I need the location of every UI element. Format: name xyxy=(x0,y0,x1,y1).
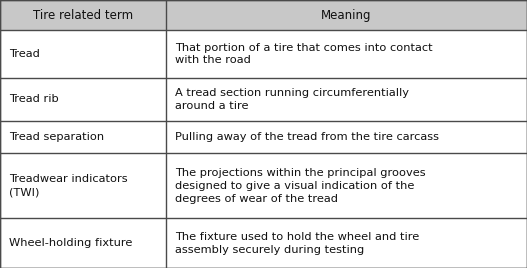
Text: Wheel-holding fixture: Wheel-holding fixture xyxy=(9,238,133,248)
Bar xyxy=(0,218,166,268)
Bar xyxy=(0,0,166,30)
Bar xyxy=(0,78,166,121)
Bar xyxy=(166,0,527,30)
Bar xyxy=(166,218,527,268)
Text: Treadwear indicators
(TWI): Treadwear indicators (TWI) xyxy=(9,174,128,197)
Text: A tread section running circumferentially
around a tire: A tread section running circumferentiall… xyxy=(175,88,409,111)
Text: Tread separation: Tread separation xyxy=(9,132,105,142)
Bar xyxy=(166,121,527,154)
Bar xyxy=(166,30,527,78)
Text: Pulling away of the tread from the tire carcass: Pulling away of the tread from the tire … xyxy=(175,132,440,142)
Bar xyxy=(166,78,527,121)
Bar xyxy=(0,30,166,78)
Text: Tread: Tread xyxy=(9,49,41,59)
Bar xyxy=(0,154,166,218)
Text: Meaning: Meaning xyxy=(321,9,372,22)
Text: That portion of a tire that comes into contact
with the road: That portion of a tire that comes into c… xyxy=(175,43,433,65)
Text: Tire related term: Tire related term xyxy=(33,9,133,22)
Text: The fixture used to hold the wheel and tire
assembly securely during testing: The fixture used to hold the wheel and t… xyxy=(175,232,419,255)
Bar xyxy=(0,121,166,154)
Bar xyxy=(166,154,527,218)
Text: Tread rib: Tread rib xyxy=(9,94,59,105)
Text: The projections within the principal grooves
designed to give a visual indicatio: The projections within the principal gro… xyxy=(175,168,426,204)
